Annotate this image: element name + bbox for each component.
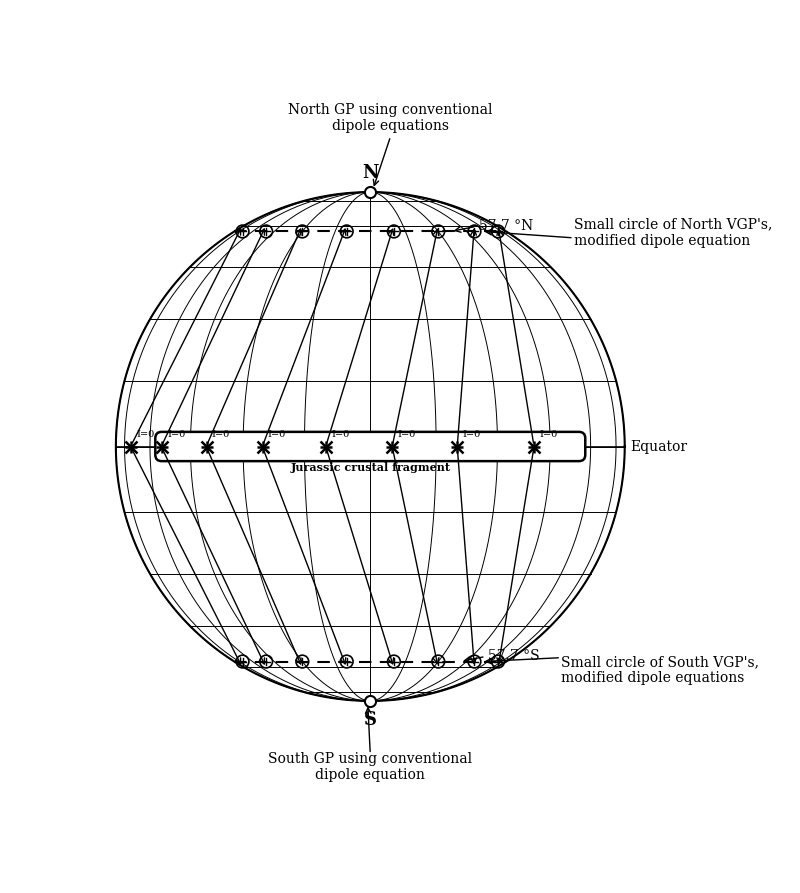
Text: I=0: I=0: [136, 430, 154, 438]
Text: Jurassic crustal fragment: Jurassic crustal fragment: [290, 462, 450, 472]
FancyBboxPatch shape: [155, 432, 586, 461]
Text: N: N: [362, 164, 378, 182]
Text: Small circle of South VGP's,
modified dipole equations: Small circle of South VGP's, modified di…: [561, 655, 759, 685]
Text: 57.7 °S: 57.7 °S: [488, 649, 540, 663]
Text: I=0: I=0: [398, 430, 416, 438]
Text: I=0: I=0: [268, 430, 286, 438]
Polygon shape: [116, 192, 625, 701]
Text: S: S: [364, 711, 377, 729]
Text: I=0: I=0: [539, 430, 557, 438]
Text: I=0: I=0: [212, 430, 230, 438]
Text: I=0: I=0: [167, 430, 186, 438]
Text: North GP using conventional
dipole equations: North GP using conventional dipole equat…: [288, 103, 493, 133]
Text: South GP using conventional
dipole equation: South GP using conventional dipole equat…: [268, 752, 472, 782]
Text: I=0: I=0: [462, 430, 481, 438]
Text: Equator: Equator: [630, 439, 687, 454]
Text: Small circle of North VGP's,
modified dipole equation: Small circle of North VGP's, modified di…: [574, 218, 772, 247]
Text: 57.7 °N: 57.7 °N: [479, 220, 533, 233]
Text: I=0: I=0: [331, 430, 350, 438]
